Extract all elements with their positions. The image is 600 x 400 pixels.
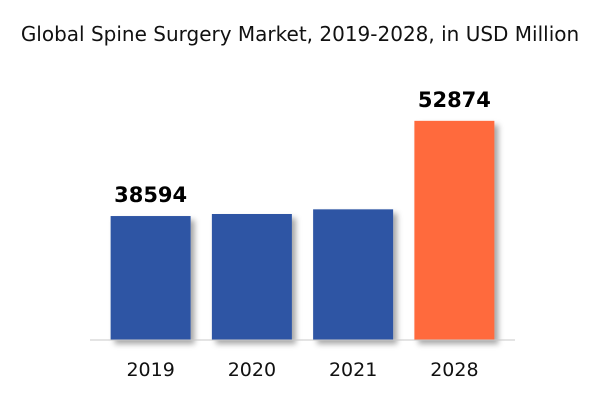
x-tick-label-2021: 2021: [329, 359, 377, 381]
data-label-2019: 38594: [114, 183, 187, 207]
chart-title: Global Spine Surgery Market, 2019-2028, …: [20, 22, 580, 46]
data-labels: 38594 52874: [114, 88, 491, 207]
x-tick-label-2020: 2020: [228, 359, 276, 381]
bar-2020: [211, 214, 292, 340]
x-tick-labels: 2019 2020 2021 2028: [126, 359, 478, 381]
bar-2019: [110, 216, 191, 340]
bar-2028: [414, 120, 495, 340]
bars-group: [110, 120, 495, 340]
x-tick-label-2028: 2028: [430, 359, 478, 381]
x-tick-label-2019: 2019: [126, 359, 174, 381]
bar-2021: [313, 209, 394, 340]
data-label-2028: 52874: [418, 88, 491, 112]
